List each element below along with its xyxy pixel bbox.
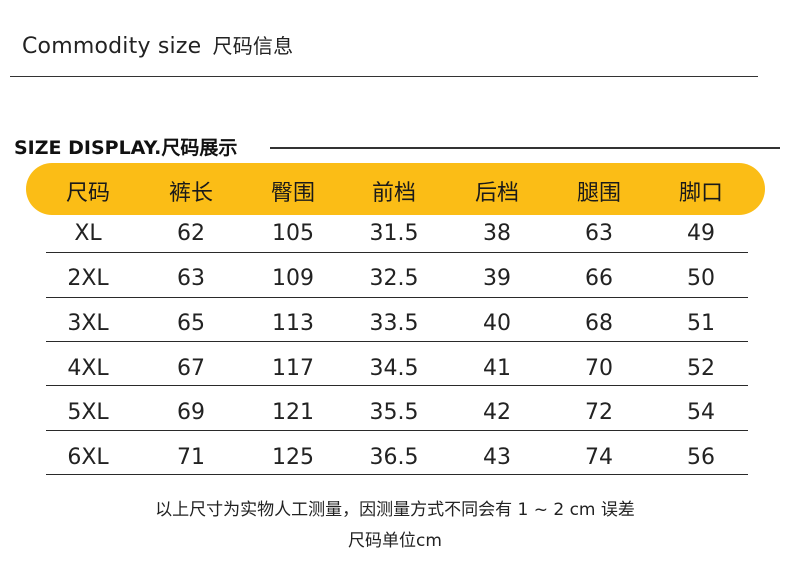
row-divider [46,385,748,386]
table-header-bar [26,163,765,215]
size-label-cell: 4XL [67,356,109,381]
table-cell: 67 [177,356,205,381]
size-label-cell: 5XL [67,400,109,425]
column-header: 后档 [474,181,519,206]
size-label-cell: 3XL [67,311,109,336]
size-label-cell: 2XL [67,266,109,291]
page-title-cn: 尺码信息 [212,34,294,58]
table-cell: 65 [177,311,205,336]
table-cell: 49 [687,221,715,246]
table-cell: 109 [272,266,314,291]
table-cell: 69 [177,400,205,425]
table-cell: 35.5 [369,400,419,425]
table-cell: 31.5 [369,221,419,246]
table-cell: 70 [585,356,613,381]
table-cell: 40 [483,311,511,336]
page-title: Commodity size 尺码信息 [22,30,293,59]
table-cell: 56 [687,445,715,470]
title-divider [10,76,758,77]
column-header: 前档 [371,181,416,206]
table-cell: 39 [483,266,511,291]
table-cell: 72 [585,400,613,425]
row-divider [46,474,748,475]
table-cell: 74 [585,445,613,470]
row-divider [46,430,748,431]
section-divider [270,147,780,149]
table-cell: 105 [272,221,314,246]
table-cell: 54 [687,400,715,425]
table-cell: 51 [687,311,715,336]
table-cell: 32.5 [369,266,419,291]
table-cell: 43 [483,445,511,470]
row-divider [46,252,748,253]
table-cell: 36.5 [369,445,419,470]
unit-note: 尺码单位cm [348,531,442,551]
table-cell: 33.5 [369,311,419,336]
table-cell: 50 [687,266,715,291]
column-header: 裤长 [168,181,213,206]
table-cell: 34.5 [369,356,419,381]
table-cell: 41 [483,356,511,381]
column-header: 尺码 [65,181,110,206]
column-header: 脚口 [678,181,723,206]
table-cell: 68 [585,311,613,336]
row-divider [46,297,748,298]
table-cell: 125 [272,445,314,470]
column-header: 腿围 [576,181,621,206]
size-label-cell: 6XL [67,445,109,470]
table-cell: 63 [585,221,613,246]
section-title: SIZE DISPLAY.尺码展示 [14,133,246,160]
table-cell: 42 [483,400,511,425]
table-cell: 71 [177,445,205,470]
size-label-cell: XL [74,221,102,246]
table-cell: 52 [687,356,715,381]
table-cell: 62 [177,221,205,246]
column-header: 臀围 [270,181,315,206]
page-title-en: Commodity size [22,34,202,59]
row-divider [46,341,748,342]
table-cell: 66 [585,266,613,291]
table-cell: 38 [483,221,511,246]
table-cell: 113 [272,311,314,336]
measurement-note: 以上尺寸为实物人工测量，因测量方式不同会有 1 ~ 2 cm 误差 [155,500,635,520]
table-cell: 121 [272,400,314,425]
table-cell: 63 [177,266,205,291]
table-cell: 117 [272,356,314,381]
